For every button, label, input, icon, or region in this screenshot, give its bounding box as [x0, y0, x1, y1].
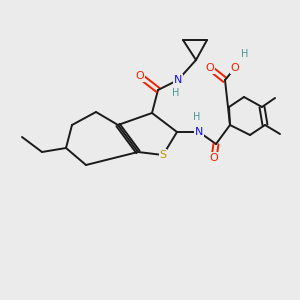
Text: O: O	[206, 63, 214, 73]
Text: N: N	[174, 75, 182, 85]
Text: O: O	[231, 63, 239, 73]
Text: H: H	[172, 88, 180, 98]
Text: N: N	[195, 127, 203, 137]
Text: H: H	[241, 49, 249, 59]
Text: O: O	[210, 153, 218, 163]
Text: H: H	[193, 112, 201, 122]
Text: O: O	[136, 71, 144, 81]
Text: S: S	[159, 150, 167, 160]
